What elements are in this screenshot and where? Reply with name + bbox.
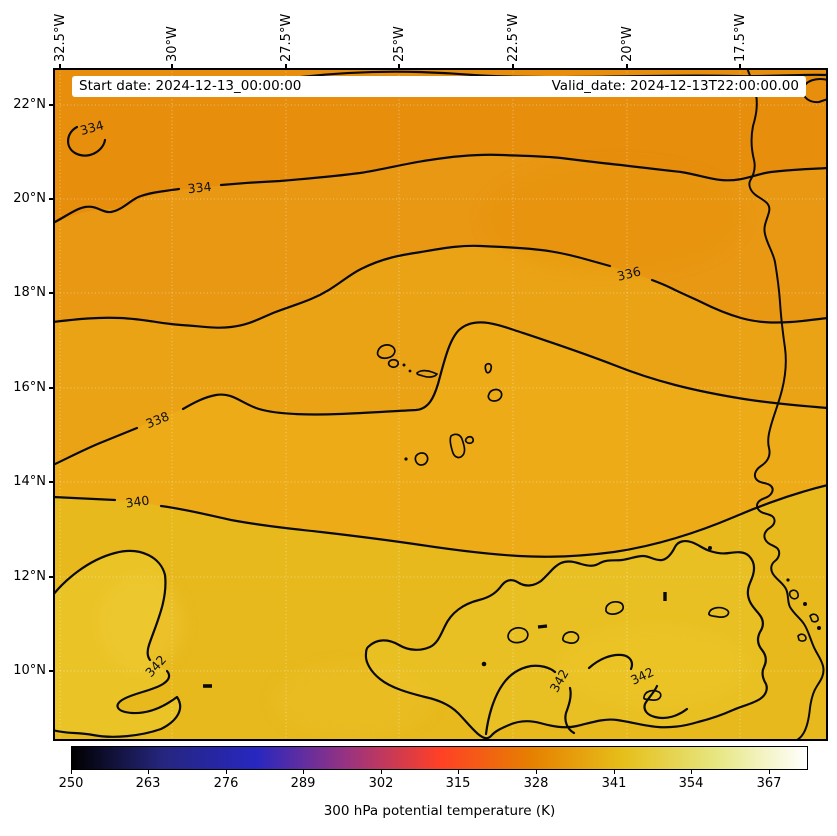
contour-label-334: 334 <box>187 179 212 196</box>
lat-tick-label: 20°N <box>13 191 46 206</box>
lon-tick-label: 17.5°W <box>733 13 748 62</box>
colorbar-tick-label: 367 <box>756 776 782 791</box>
colorbar-tick-mark <box>769 770 771 774</box>
lat-tick-label: 22°N <box>13 97 46 112</box>
african-coastline <box>746 68 828 741</box>
colorbar-tick-mark <box>303 770 305 774</box>
contour-336 <box>53 244 612 329</box>
lat-tick-mark <box>49 387 53 389</box>
contour-342-inner <box>564 686 576 735</box>
lon-tick-label: 20°W <box>620 26 635 62</box>
contour-label-336: 336 <box>616 263 643 283</box>
lat-tick-label: 10°N <box>13 663 46 678</box>
colorbar-tick-label: 250 <box>58 776 84 791</box>
contour-342-se <box>364 539 768 740</box>
contour-label-340: 340 <box>125 492 151 510</box>
contour-342-sw <box>53 669 182 738</box>
valid-date-text: Valid_date: 2024-12-13T22:00:00.00 <box>551 78 799 94</box>
lon-tick-mark <box>59 63 61 68</box>
colorbar-tick-mark <box>71 770 73 774</box>
colorbar-tick-label: 302 <box>368 776 394 791</box>
lat-tick-label: 16°N <box>13 380 46 395</box>
colorbar-tick-mark <box>458 770 460 774</box>
contour-342-inner <box>587 653 634 671</box>
contour-fill-bands <box>53 68 828 741</box>
lat-tick-mark <box>49 670 53 672</box>
colorbar-tick-mark <box>536 770 538 774</box>
lon-tick-label: 30°W <box>165 26 180 62</box>
colorbar-tick-mark <box>691 770 693 774</box>
contour-334 <box>53 187 181 225</box>
contour-342-inner <box>484 664 557 736</box>
contour-342-sw <box>53 549 167 662</box>
lon-tick-label: 27.5°W <box>279 13 294 62</box>
map-border <box>53 68 828 741</box>
colorbar-tick-label: 276 <box>213 776 239 791</box>
colorbar <box>71 746 808 770</box>
contour-334 <box>219 153 828 187</box>
contour-label-334: 334 <box>78 117 105 138</box>
contour-336 <box>650 278 828 324</box>
colorbar-tick-label: 263 <box>135 776 161 791</box>
lat-tick-mark <box>49 104 53 106</box>
contour-map-svg: 334 334 336 338 340 342 342 342 <box>53 68 828 741</box>
colorbar-tick-label: 341 <box>601 776 627 791</box>
lon-tick-mark <box>626 63 628 68</box>
small-closed-contours <box>203 546 730 701</box>
lon-tick-mark <box>398 63 400 68</box>
lon-tick-mark <box>512 63 514 68</box>
lon-tick-label: 22.5°W <box>506 13 521 62</box>
lat-tick-label: 18°N <box>13 285 46 300</box>
colorbar-tick-mark <box>381 770 383 774</box>
lat-tick-label: 14°N <box>13 474 46 489</box>
colorbar-tick-mark <box>148 770 150 774</box>
colorbar-tick-label: 289 <box>290 776 316 791</box>
map-panel: 334 334 336 338 340 342 342 342 Start da… <box>53 68 828 741</box>
contour-340 <box>53 495 117 502</box>
cape-verde-islands <box>376 344 503 466</box>
lat-tick-mark <box>49 198 53 200</box>
colorbar-tick-label: 354 <box>678 776 704 791</box>
contour-334-closed-loop <box>67 125 107 157</box>
lon-tick-label: 32.5°W <box>53 13 68 62</box>
colorbar-tick-mark <box>614 770 616 774</box>
lat-tick-mark <box>49 576 53 578</box>
lon-tick-mark <box>739 63 741 68</box>
start-date-text: Start date: 2024-12-13_00:00:00 <box>79 78 302 94</box>
colorbar-tick-mark <box>226 770 228 774</box>
colorbar-tick-label: 328 <box>523 776 549 791</box>
lat-tick-mark <box>49 481 53 483</box>
lat-tick-mark <box>49 292 53 294</box>
contour-338 <box>53 426 139 467</box>
contour-342-inner <box>643 684 689 720</box>
colorbar-tick-label: 315 <box>445 776 471 791</box>
lon-tick-mark <box>285 63 287 68</box>
lon-tick-label: 25°W <box>392 26 407 62</box>
colorbar-axis-label: 300 hPa potential temperature (K) <box>323 803 556 819</box>
contour-338 <box>181 321 828 416</box>
lat-tick-label: 12°N <box>13 569 46 584</box>
date-annotation-bar: Start date: 2024-12-13_00:00:00 Valid_da… <box>72 76 806 97</box>
contour-340 <box>159 483 828 558</box>
lon-tick-mark <box>171 63 173 68</box>
